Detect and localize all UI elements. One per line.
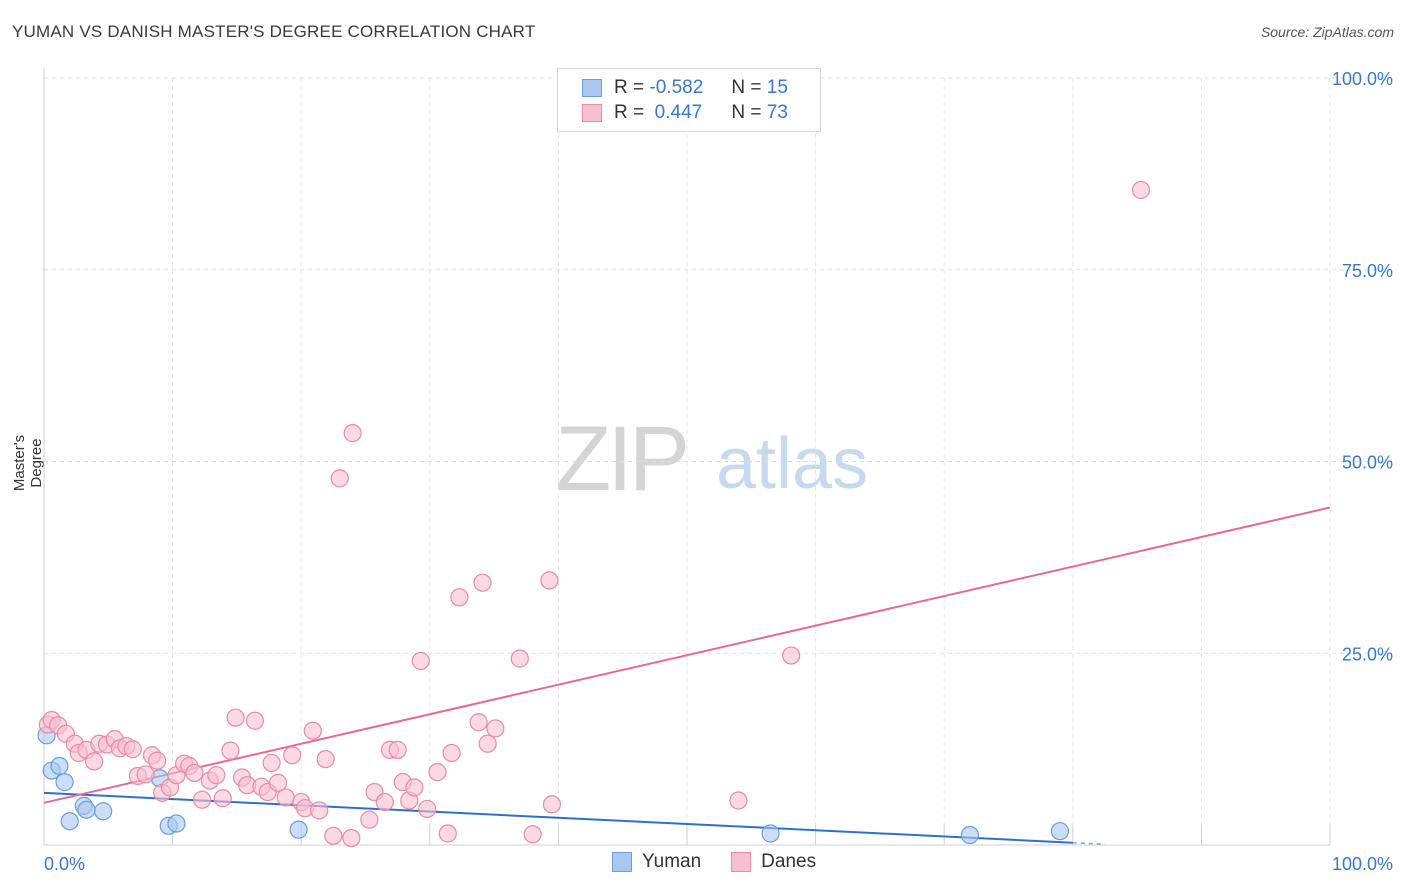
legend-r-value: 0.447 <box>649 102 703 123</box>
point-danes <box>405 778 424 797</box>
point-danes <box>303 721 322 740</box>
legend-n-value: 15 <box>766 77 788 98</box>
point-danes <box>185 763 204 783</box>
point-yuman <box>1050 822 1070 841</box>
legend-n-label: N = <box>731 102 762 123</box>
trend-line-extension <box>1072 841 1105 846</box>
legend-r-value: -0.582 <box>649 77 704 98</box>
y-tick-label: 50.0% <box>1342 453 1393 473</box>
point-danes <box>262 753 281 773</box>
point-yuman <box>77 800 96 819</box>
series-label-danes: Danes <box>761 851 817 872</box>
x-tick-label: 0.0% <box>44 854 85 874</box>
point-danes <box>388 740 407 759</box>
point-danes <box>330 469 349 488</box>
tick-labels: 25.0% 50.0% 75.0% 100.0% 0.0% 100.0% <box>44 69 1393 874</box>
point-danes <box>316 749 335 769</box>
point-danes <box>342 828 361 848</box>
point-danes <box>450 588 469 607</box>
point-danes <box>442 743 461 763</box>
series-legend: Yuman Danes <box>612 851 846 873</box>
point-danes <box>310 801 329 820</box>
legend-r-label: R = <box>614 102 645 123</box>
data-points <box>37 180 1151 848</box>
point-danes <box>510 649 529 668</box>
point-danes <box>428 763 447 782</box>
point-yuman <box>761 824 780 843</box>
point-danes <box>438 824 457 843</box>
point-danes <box>148 751 167 770</box>
point-danes <box>782 646 801 665</box>
point-yuman <box>167 814 186 833</box>
stats-legend: R = -0.582 N = 15 R = 0.447 N = 73 <box>557 68 821 132</box>
point-danes <box>729 791 748 810</box>
watermark-atlas: atlas <box>716 424 868 504</box>
point-danes <box>473 573 492 592</box>
point-yuman <box>960 825 980 845</box>
y-tick-label: 25.0% <box>1342 644 1393 664</box>
legend-swatch-danes <box>582 104 602 122</box>
y-tick-label: 100.0% <box>1332 69 1393 89</box>
series-swatch-yuman <box>612 852 632 872</box>
legend-row-yuman: R = -0.582 N = 15 <box>582 76 788 100</box>
chart-title: YUMAN VS DANISH MASTER'S DEGREE CORRELAT… <box>12 22 536 41</box>
legend-row-danes: R = 0.447 N = 73 <box>582 101 788 125</box>
point-danes <box>213 789 232 808</box>
legend-n-label: N = <box>731 77 762 98</box>
legend-r-label: R = <box>614 77 645 98</box>
point-danes <box>478 734 497 753</box>
point-danes <box>85 752 104 771</box>
point-danes <box>193 790 212 809</box>
point-danes <box>542 795 562 814</box>
trend-line-danes <box>43 506 1331 804</box>
source-label: Source: ZipAtlas.com <box>1260 24 1394 40</box>
point-danes <box>207 766 226 785</box>
series-legend-danes: Danes <box>731 851 816 873</box>
point-danes <box>418 799 437 819</box>
point-yuman <box>94 802 113 821</box>
point-danes <box>486 719 505 738</box>
point-danes <box>324 826 343 845</box>
point-danes <box>245 711 265 730</box>
series-swatch-danes <box>731 852 752 872</box>
point-danes <box>1131 180 1151 200</box>
point-danes <box>221 741 240 760</box>
point-danes <box>343 424 362 443</box>
point-danes <box>523 825 542 844</box>
point-danes <box>469 713 488 732</box>
y-tick-label: 75.0% <box>1342 261 1393 281</box>
x-tick-label: 100.0% <box>1332 854 1393 874</box>
point-yuman <box>289 820 308 839</box>
point-danes <box>540 571 559 590</box>
point-danes <box>276 788 295 807</box>
point-danes <box>375 792 394 812</box>
legend-swatch-yuman <box>582 79 602 97</box>
point-yuman <box>60 812 79 831</box>
series-label-yuman: Yuman <box>642 851 702 872</box>
watermark: ZIP atlas <box>555 408 868 510</box>
point-danes <box>360 810 379 829</box>
series-legend-yuman: Yuman <box>612 851 701 873</box>
point-danes <box>411 651 430 671</box>
watermark-zip: ZIP <box>555 408 686 510</box>
legend-n-value: 73 <box>766 102 788 123</box>
point-danes <box>226 708 245 727</box>
point-danes <box>136 765 155 784</box>
point-yuman <box>55 773 74 792</box>
point-danes <box>283 746 302 765</box>
point-danes <box>268 773 288 792</box>
point-danes <box>123 740 142 759</box>
point-yuman <box>50 756 69 776</box>
